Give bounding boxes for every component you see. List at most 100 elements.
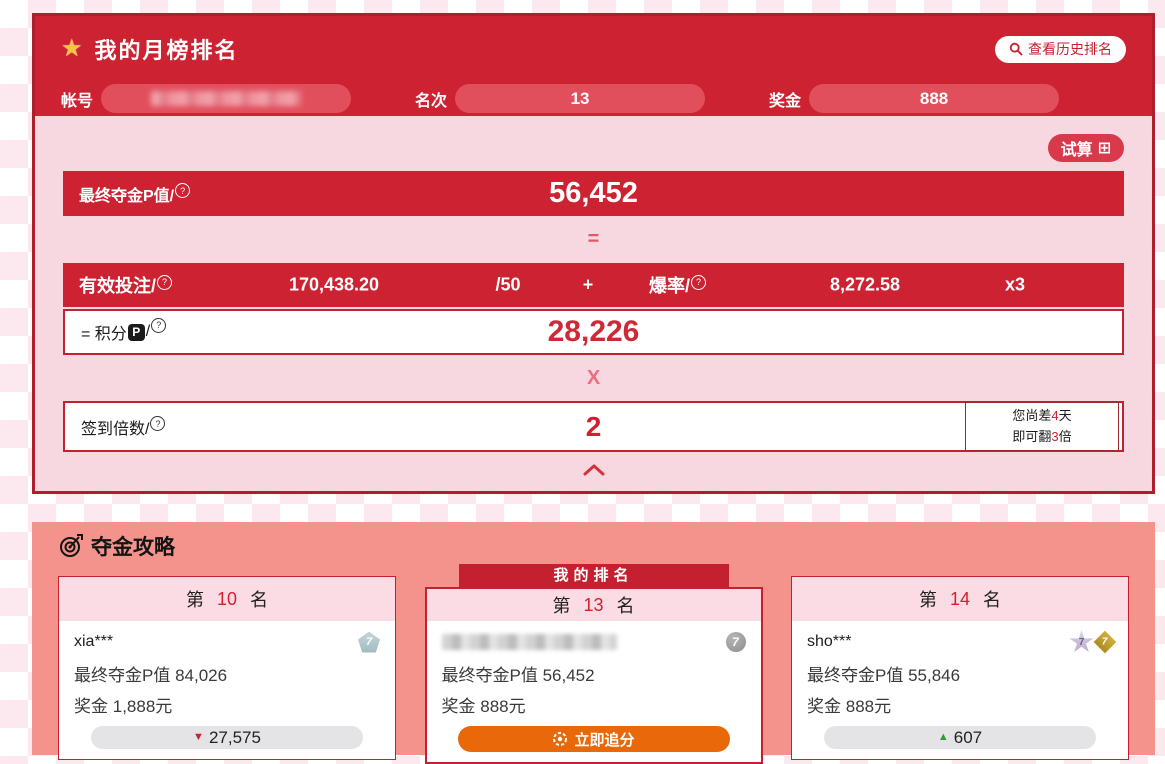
username: xia*** [74,633,114,650]
prize-line-value: 888元 [480,697,526,716]
note-text: 您尚差 [1012,408,1052,424]
points-label: = 积分 P /? [65,317,167,344]
monthly-rank-panel: ★ 我的月榜排名 查看历史排名 帐号 名 [32,13,1155,494]
rank-suffix: 名 [616,596,635,616]
pentagon-level-badge-icon: 7 [358,631,380,653]
points-gap-pill: ▼ 27,575 [91,726,363,749]
card-rank-header: 第 14 名 [792,577,1128,621]
burst-rate-value: 8,272.58 [829,274,901,295]
note-days-number: 4 [1051,408,1059,424]
circle-level-badge-icon: 7 [725,632,746,652]
my-rank-tab: 我的排名 [458,564,729,587]
rank-card-mine-13: 我的排名 第 13 名 7 最终夺金P值 56 [424,564,763,764]
burst-rate-label: 爆率/? [649,272,707,298]
final-p-line-value: 55,846 [908,666,961,685]
card-rank-header: 第 13 名 [426,589,761,621]
note-text: 即可翻 [1012,428,1052,444]
triangle-up-icon: ▲ [937,731,949,743]
plus-operator: + [582,274,594,295]
points-value: 28,226 [547,315,640,348]
page-title: 我的月榜排名 [94,38,239,63]
panel-body: 试算 ⊞ 最终夺金P值/? 56,452 = 有效投注/? 170,438.20… [35,116,1152,476]
strategy-section: 夺金攻略 第 10 名 xia*** 7 [32,522,1155,764]
prize-line-value: 888元 [845,697,892,716]
rank-card-14: 第 14 名 sho*** 7 7 最终夺金P值 55,846 [791,564,1129,764]
star-icon: ★ [61,35,83,62]
burst-rate-label-text: 爆率/ [649,276,691,296]
valid-bet-label: 有效投注/? [79,272,173,298]
prize-line: 奖金 888元 [807,692,1113,717]
help-icon[interactable]: ? [691,274,707,290]
signin-value: 2 [585,410,602,442]
times-operator: X [586,367,601,389]
account-masked-value [151,91,302,106]
prize-value-pill: 888 [809,84,1060,113]
final-p-value-row: 最终夺金P值/? 56,452 [63,171,1124,216]
rank-number: 14 [949,588,971,609]
prize-line: 奖金 1,888元 [74,692,380,717]
points-label-text: = 积分 [81,326,127,343]
burst-multiplier: x3 [1004,274,1026,295]
final-p-line-label: 最终夺金P值 [74,666,171,685]
final-p-line-label: 最终夺金P值 [441,666,538,685]
final-p-line: 最终夺金P值 56,452 [442,661,746,686]
prize-line-label: 奖金 [807,697,841,716]
note-line-1: 您尚差4天 [966,406,1118,426]
points-slash: / [145,323,151,340]
search-icon [1009,42,1023,56]
rank-prefix: 第 [552,596,571,616]
equals-operator: = [587,228,600,250]
note-line-2: 即可翻3倍 [966,427,1118,447]
help-icon[interactable]: ? [157,274,173,290]
gap-value: 27,575 [208,727,261,747]
chase-points-button[interactable]: 立即追分 [457,726,730,752]
rank-suffix: 名 [250,590,269,610]
triangle-down-icon: ▼ [193,731,204,743]
history-button-label: 查看历史排名 [1028,41,1112,57]
final-p-label: 最终夺金P值/? [63,182,191,206]
help-icon[interactable]: ? [175,183,191,198]
help-icon[interactable]: ? [151,317,167,333]
rank-label: 名次 [415,92,448,110]
p-badge-icon: P [127,323,145,341]
prize-line-label: 奖金 [74,697,108,716]
card-rank-header: 第 10 名 [59,577,395,621]
account-label: 帐号 [61,92,94,110]
final-p-value: 56,452 [549,177,638,209]
ranking-cards: 第 10 名 xia*** 7 最终夺金P值 84,026 奖金 1,888元 [58,564,1129,764]
star-level-badge-icon: 7 [1069,630,1094,652]
final-p-line: 最终夺金P值 55,846 [807,661,1113,686]
note-text: 倍 [1058,428,1072,444]
rank-prefix: 第 [185,590,204,610]
signin-multiplier-row: 签到倍数/? 2 您尚差4天 即可翻3倍 [63,401,1124,452]
rank-value-pill: 13 [455,84,706,113]
strategy-title: 夺金攻略 [91,536,175,559]
valid-bet-value: 170,438.20 [288,274,380,295]
chip-icon [553,732,568,746]
prize-line-label: 奖金 [441,697,476,716]
help-icon[interactable]: ? [150,416,166,431]
bet-divisor: /50 [495,274,521,295]
chase-button-label: 立即追分 [574,731,635,749]
gap-value: 607 [953,727,983,747]
collapse-chevron-icon[interactable] [583,464,605,476]
rank-card-10: 第 10 名 xia*** 7 最终夺金P值 84,026 奖金 1,888元 [58,564,396,764]
note-multiplier-number: 3 [1051,428,1059,444]
username-masked [441,634,617,650]
final-p-label-text: 最终夺金P值/ [79,187,175,205]
points-gap-pill: ▲ 607 [824,726,1096,749]
signin-days-note: 您尚差4天 即可翻3倍 [965,402,1119,451]
account-value-pill [101,84,352,113]
note-text: 天 [1058,408,1072,424]
diamond-badge-number: 7 [1102,636,1108,648]
rank-number: 10 [216,588,238,609]
prize-label: 奖金 [769,92,802,110]
diamond-level-badge-icon: 7 [1093,630,1117,654]
formula-row: 有效投注/? 170,438.20 /50 + 爆率/? 8,272.58 x3 [63,263,1124,307]
rank-number: 13 [583,594,604,615]
view-history-rank-button[interactable]: 查看历史排名 [995,35,1126,63]
final-p-line: 最终夺金P值 84,026 [74,661,380,686]
username: sho*** [807,633,852,650]
trial-calc-button[interactable]: 试算 ⊞ [1047,134,1124,162]
